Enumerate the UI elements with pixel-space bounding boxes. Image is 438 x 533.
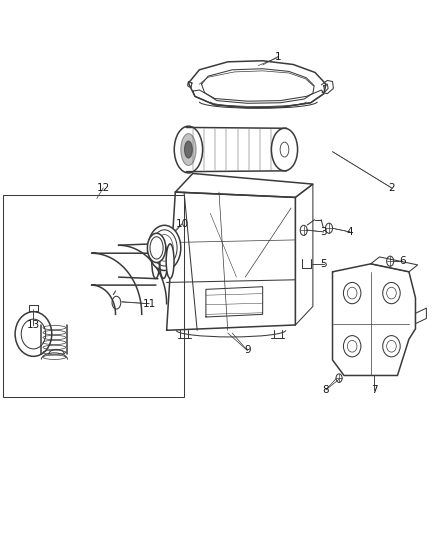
- Text: 3: 3: [321, 227, 327, 237]
- Ellipse shape: [148, 225, 181, 270]
- Text: 2: 2: [388, 183, 395, 193]
- Text: 1: 1: [275, 52, 281, 61]
- Text: 9: 9: [244, 345, 251, 356]
- Text: 13: 13: [27, 320, 40, 330]
- Ellipse shape: [148, 233, 166, 263]
- Text: 12: 12: [97, 183, 110, 193]
- Ellipse shape: [184, 141, 192, 158]
- Text: 4: 4: [346, 227, 353, 237]
- Text: 6: 6: [399, 256, 406, 266]
- Ellipse shape: [272, 128, 297, 171]
- Text: 8: 8: [323, 385, 329, 395]
- Text: 11: 11: [142, 298, 156, 309]
- Ellipse shape: [181, 134, 196, 165]
- Text: 10: 10: [175, 219, 188, 229]
- Bar: [3, 195, 184, 397]
- Text: 7: 7: [371, 385, 377, 395]
- Ellipse shape: [166, 244, 174, 278]
- Text: 5: 5: [321, 259, 327, 269]
